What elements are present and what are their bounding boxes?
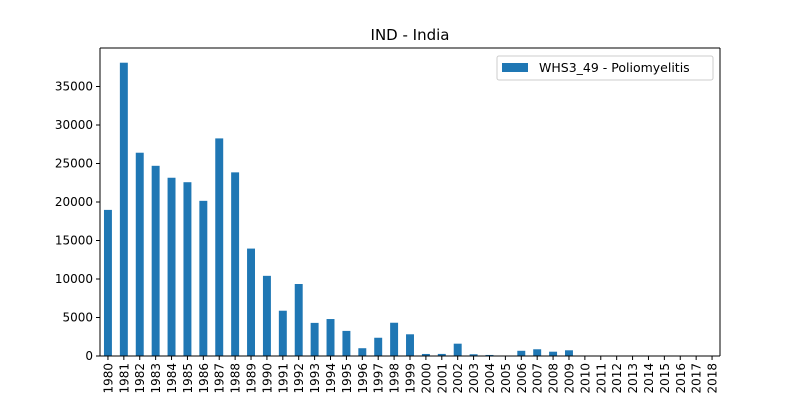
bar-2000 (421, 353, 430, 356)
legend-frame (496, 55, 714, 81)
x-tick-label: 2002 (451, 363, 465, 394)
x-tick-label: 2004 (483, 363, 497, 394)
bar-2009 (565, 350, 573, 356)
bar-2004 (485, 354, 494, 356)
x-tick-label: 2010 (578, 363, 592, 394)
x-tick-label: 2018 (706, 363, 720, 394)
bar-1999 (406, 334, 414, 356)
bar-1983 (151, 165, 160, 356)
x-tick-label: 2008 (547, 363, 561, 394)
bar-1994 (326, 319, 335, 356)
x-tick-label: 1989 (245, 363, 259, 394)
x-tick-label: 2011 (594, 363, 608, 394)
bar-1993 (310, 322, 319, 356)
bar-2006 (517, 350, 526, 356)
y-tick-label: 35000 (55, 80, 93, 94)
x-tick-label: 2006 (515, 363, 529, 394)
x-tick-label: 2013 (626, 363, 640, 394)
bar-1985 (183, 182, 192, 356)
x-tick-label: 2003 (467, 363, 481, 394)
bar-1987 (215, 138, 224, 356)
bar-2002 (453, 343, 462, 356)
bar-1992 (294, 284, 303, 356)
y-tick-label: 5000 (62, 311, 93, 325)
bar-1997 (374, 337, 383, 356)
x-tick-label: 1985 (181, 363, 195, 394)
bar-1986 (199, 200, 208, 356)
bar-1980 (103, 209, 112, 356)
x-tick-label: 1994 (324, 363, 338, 394)
x-tick-label: 1993 (308, 363, 322, 394)
bar-2007 (533, 349, 542, 356)
bar-1990 (262, 275, 271, 356)
x-tick-label: 1995 (340, 363, 354, 394)
bar-1989 (247, 248, 255, 356)
x-tick-label: 1987 (213, 363, 227, 394)
x-tick-label: 2015 (658, 363, 672, 394)
y-tick-label: 20000 (55, 195, 93, 209)
y-tick-label: 0 (85, 349, 93, 363)
x-tick-label: 1982 (133, 363, 147, 394)
legend: WHS3_49 - Poliomyelitis (496, 55, 714, 81)
legend-label: WHS3_49 - Poliomyelitis (539, 60, 690, 75)
y-tick-label: 25000 (55, 157, 93, 171)
x-tick-label: 1988 (229, 363, 243, 394)
x-tick-label: 2012 (610, 363, 624, 394)
x-tick-label: 2001 (435, 363, 449, 394)
x-tick-label: 1981 (117, 363, 131, 394)
x-tick-label: 1990 (260, 363, 274, 394)
y-tick-label: 10000 (55, 272, 93, 286)
bar-1996 (358, 348, 367, 356)
x-tick-label: 2017 (690, 363, 704, 394)
bar-1984 (167, 177, 176, 356)
x-tick-label: 1983 (149, 363, 163, 394)
x-tick-label: 2009 (562, 363, 576, 394)
y-tick-label: 15000 (55, 234, 93, 248)
x-tick-label: 2005 (499, 363, 513, 394)
x-tick-label: 1992 (292, 363, 306, 394)
x-tick-label: 1991 (276, 363, 290, 394)
x-tick-label: 2014 (642, 363, 656, 394)
x-tick-label: 2007 (531, 363, 545, 394)
x-tick-label: 2016 (674, 363, 688, 394)
x-tick-label: 1998 (388, 363, 402, 394)
bar-2003 (469, 354, 478, 356)
chart-title: IND - India (371, 26, 450, 44)
x-tick-label: 1997 (372, 363, 386, 394)
bar-1982 (135, 152, 144, 356)
y-tick-label: 30000 (55, 118, 93, 132)
bar-1988 (231, 172, 240, 356)
x-tick-label: 1984 (165, 363, 179, 394)
bar-2008 (549, 351, 558, 356)
x-tick-label: 1986 (197, 363, 211, 394)
x-tick-label: 1996 (356, 363, 370, 394)
x-tick-label: 1980 (101, 363, 115, 394)
bar-2001 (437, 353, 446, 356)
legend-swatch (502, 63, 528, 72)
bar-1995 (342, 330, 351, 356)
x-tick-label: 1999 (404, 363, 418, 394)
bar-1998 (390, 322, 399, 356)
bar-1991 (278, 310, 287, 356)
bar-1981 (119, 62, 128, 357)
x-tick-label: 2000 (419, 363, 433, 394)
